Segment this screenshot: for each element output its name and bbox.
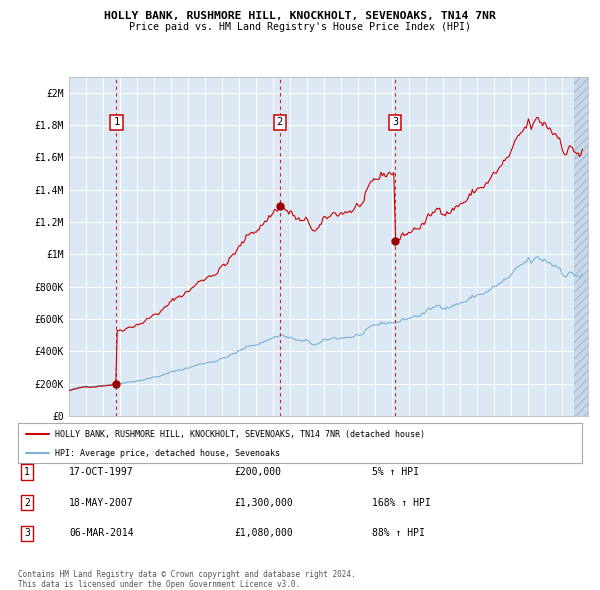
Text: 18-MAY-2007: 18-MAY-2007 bbox=[69, 498, 134, 507]
Text: 3: 3 bbox=[392, 117, 398, 127]
Text: 06-MAR-2014: 06-MAR-2014 bbox=[69, 529, 134, 538]
Bar bbox=[574, 77, 588, 416]
Bar bbox=[574, 77, 588, 416]
Text: 2: 2 bbox=[277, 117, 283, 127]
Text: HOLLY BANK, RUSHMORE HILL, KNOCKHOLT, SEVENOAKS, TN14 7NR: HOLLY BANK, RUSHMORE HILL, KNOCKHOLT, SE… bbox=[104, 11, 496, 21]
Text: 17-OCT-1997: 17-OCT-1997 bbox=[69, 467, 134, 477]
Text: 2: 2 bbox=[24, 498, 30, 507]
Text: 1: 1 bbox=[24, 467, 30, 477]
Text: 1: 1 bbox=[113, 117, 119, 127]
Text: 3: 3 bbox=[24, 529, 30, 538]
Text: £1,300,000: £1,300,000 bbox=[234, 498, 293, 507]
Text: 88% ↑ HPI: 88% ↑ HPI bbox=[372, 529, 425, 538]
Text: £1,080,000: £1,080,000 bbox=[234, 529, 293, 538]
Text: 5% ↑ HPI: 5% ↑ HPI bbox=[372, 467, 419, 477]
Text: 168% ↑ HPI: 168% ↑ HPI bbox=[372, 498, 431, 507]
Text: Price paid vs. HM Land Registry's House Price Index (HPI): Price paid vs. HM Land Registry's House … bbox=[129, 22, 471, 32]
Text: Contains HM Land Registry data © Crown copyright and database right 2024.
This d: Contains HM Land Registry data © Crown c… bbox=[18, 570, 356, 589]
Text: HOLLY BANK, RUSHMORE HILL, KNOCKHOLT, SEVENOAKS, TN14 7NR (detached house): HOLLY BANK, RUSHMORE HILL, KNOCKHOLT, SE… bbox=[55, 430, 425, 439]
Text: HPI: Average price, detached house, Sevenoaks: HPI: Average price, detached house, Seve… bbox=[55, 448, 280, 458]
Text: £200,000: £200,000 bbox=[234, 467, 281, 477]
